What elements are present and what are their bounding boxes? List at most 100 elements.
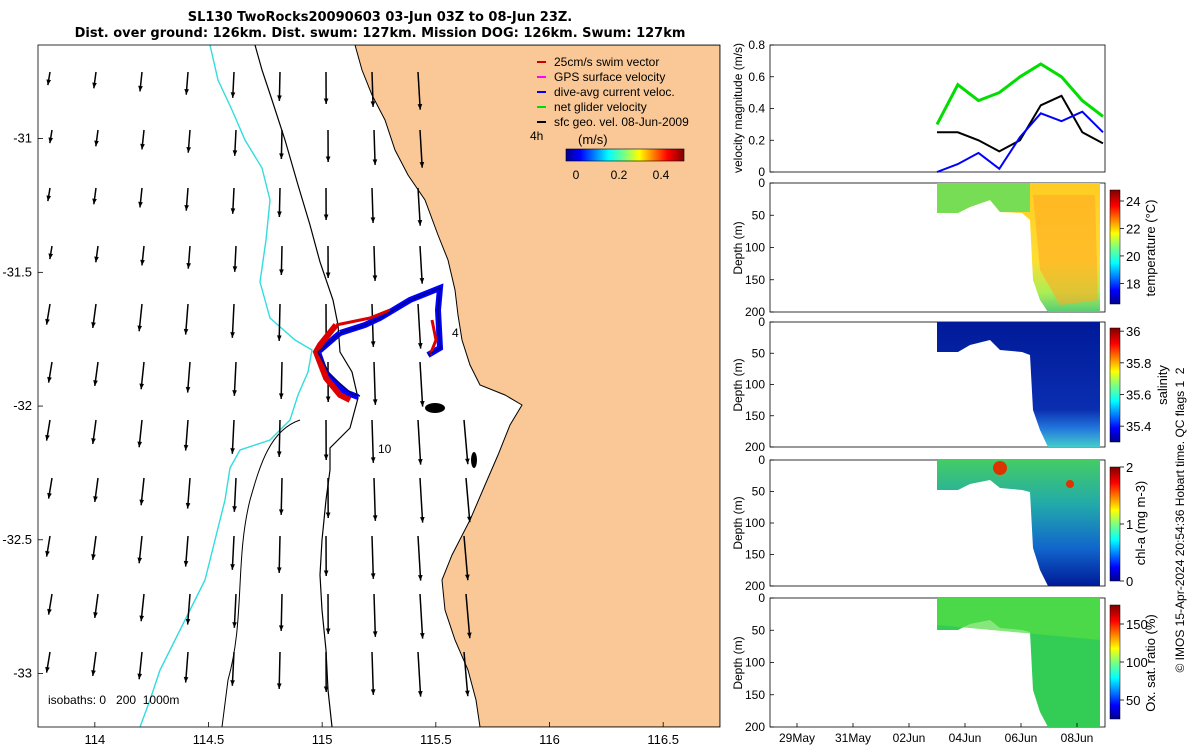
velocity-arrow (463, 535, 469, 581)
arrow-head (47, 608, 52, 615)
oxygen-colorbar (1109, 604, 1121, 720)
arrow-head (277, 95, 282, 101)
y-tick-label: -31.5 (2, 264, 32, 279)
arrow-head (183, 676, 189, 683)
depth-tick-label: 0 (758, 176, 765, 190)
velocity-series (935, 62, 1104, 173)
arrow-head (230, 92, 236, 98)
contour-label: 4 (452, 326, 459, 340)
arrow-head (230, 208, 236, 214)
velocity-panel: 0 0.2 0.4 0.6 0.8 velocity magnitude (m/s) (731, 38, 1106, 179)
y-tick-label: 0.2 (748, 133, 765, 147)
arrow-head (91, 438, 96, 444)
chla-colorbar (1109, 466, 1121, 582)
y-tick-label: -32 (13, 398, 32, 413)
colorbar-tick-label: 22 (1126, 221, 1140, 236)
colorbar-tick: 0.4 (653, 168, 670, 182)
colorbar-tick-label: 150 (1126, 617, 1148, 632)
velocity-arrow (231, 651, 235, 686)
arrow-head (94, 140, 99, 147)
arrow-head (184, 204, 190, 211)
depth-ylabel: Depth (m) (731, 636, 745, 689)
velocity-arrow (419, 361, 424, 407)
arrow-head (138, 85, 143, 92)
y-tick-label: 0.4 (748, 102, 765, 116)
velocity-arrow (280, 477, 283, 515)
arrow-head (232, 390, 237, 396)
geostrophic-velocity-arrows (45, 71, 472, 697)
arrow-head (45, 550, 50, 557)
velocity-y-axis: 0 0.2 0.4 0.6 0.8 (748, 38, 774, 179)
velocity-arrow (417, 535, 422, 581)
velocity-arrow (417, 303, 422, 349)
y-tick-label: 0.6 (748, 70, 765, 84)
salinity-colorbar (1109, 327, 1121, 443)
arrow-head (465, 574, 470, 581)
velocity-arrow (371, 535, 375, 579)
arrow-head (279, 153, 284, 159)
arrow-head (417, 574, 423, 581)
velocity-arrow (233, 361, 237, 396)
glider-track (312, 283, 444, 403)
depth-tick-label: 50 (752, 208, 766, 222)
oxygen-panel: Depth (m) Ox. sat. ratio (%) (731, 597, 1158, 728)
arrow-head (372, 631, 378, 637)
arrow-head (137, 325, 143, 332)
velocity-arrow (463, 651, 469, 697)
arrow-head (467, 632, 472, 639)
arrow-head (185, 386, 191, 393)
arrow-head (137, 441, 143, 448)
velocity-arrow (419, 477, 424, 523)
arrow-head (370, 341, 376, 347)
arrow-head (47, 492, 52, 499)
colorbar-tick-label: 24 (1126, 194, 1140, 209)
arrow-head (230, 680, 235, 686)
arrow-head (93, 612, 98, 618)
arrow-head (139, 615, 145, 622)
arrow-head (417, 220, 423, 226)
depth-tick-label: 100 (745, 378, 765, 392)
date-tick-label: 29May (779, 731, 815, 745)
isobath-200m (254, 45, 359, 727)
depth-tick-label: 200 (745, 579, 765, 593)
x-tick-label: 114 (84, 732, 105, 747)
arrow-head (419, 162, 425, 168)
arrow-head (372, 159, 378, 165)
arrow-head (417, 458, 423, 465)
chla-label: chl-a (mg m-3) (1133, 481, 1148, 566)
velocity-arrow (373, 129, 376, 165)
arrow-head (185, 618, 191, 625)
arrow-head (92, 82, 97, 89)
velocity-arrow (278, 651, 281, 689)
arrow-head (417, 342, 423, 349)
date-tick-label: 04Jun (949, 731, 982, 745)
colorbar-tick-label: 36 (1126, 324, 1140, 339)
time-step-label: 4h (530, 129, 543, 143)
arrow-head (91, 670, 96, 676)
colorbar-tick: 0.2 (611, 168, 628, 182)
arrow-head (417, 690, 423, 697)
arrow-head (46, 195, 52, 202)
x-tick-label: 116.5 (647, 732, 679, 747)
arrow-head (323, 98, 329, 104)
depth-tick-label: 50 (752, 485, 766, 499)
island (471, 452, 477, 468)
salinity-label: salinity (1155, 365, 1170, 405)
velocity-arrow (419, 129, 423, 168)
velocity-arrow (417, 419, 422, 465)
depth-tick-label: 0 (758, 453, 765, 467)
arrow-head (48, 253, 54, 260)
velocity-arrow (371, 651, 375, 695)
velocity-arrow (371, 71, 374, 107)
speed-colorbar (565, 148, 685, 162)
velocity-series-line (936, 110, 1104, 173)
arrow-head (140, 143, 145, 150)
arrow-head (370, 573, 376, 579)
depth-tick-label: 100 (745, 241, 765, 255)
legend-label: dive-avg current veloc. (554, 85, 675, 99)
arrow-head (46, 79, 52, 86)
depth-tick-label: 200 (745, 305, 765, 319)
arrow-head (325, 628, 331, 634)
legend-label: net glider velocity (554, 100, 647, 114)
arrow-head (140, 259, 145, 266)
